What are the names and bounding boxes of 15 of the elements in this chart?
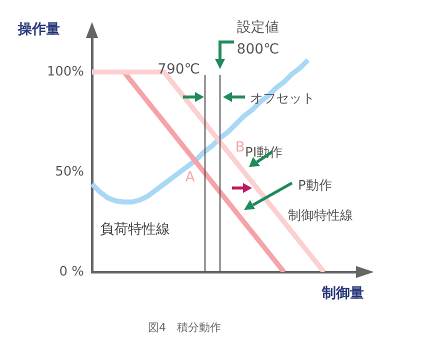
y-axis-title: 操作量 [17,22,60,38]
annotation: B [235,140,245,156]
x-axis-title: 制御量 [321,286,364,302]
annotation: 790℃ [158,62,200,78]
annotation: A [185,170,196,186]
caption: 図4 積分動作 [148,320,221,334]
y-tick-label: 50% [55,164,84,180]
annotation: オフセット [250,91,315,106]
annotation: P動作 [298,178,332,194]
annotation: 負荷特性線 [100,222,170,238]
annotation: 設定値 [237,20,279,36]
y-tick-label: 100% [46,64,84,80]
annotation: 制御特性線 [288,208,353,224]
y-tick-label: 0 % [59,264,84,280]
annotation: 800℃ [236,42,280,58]
